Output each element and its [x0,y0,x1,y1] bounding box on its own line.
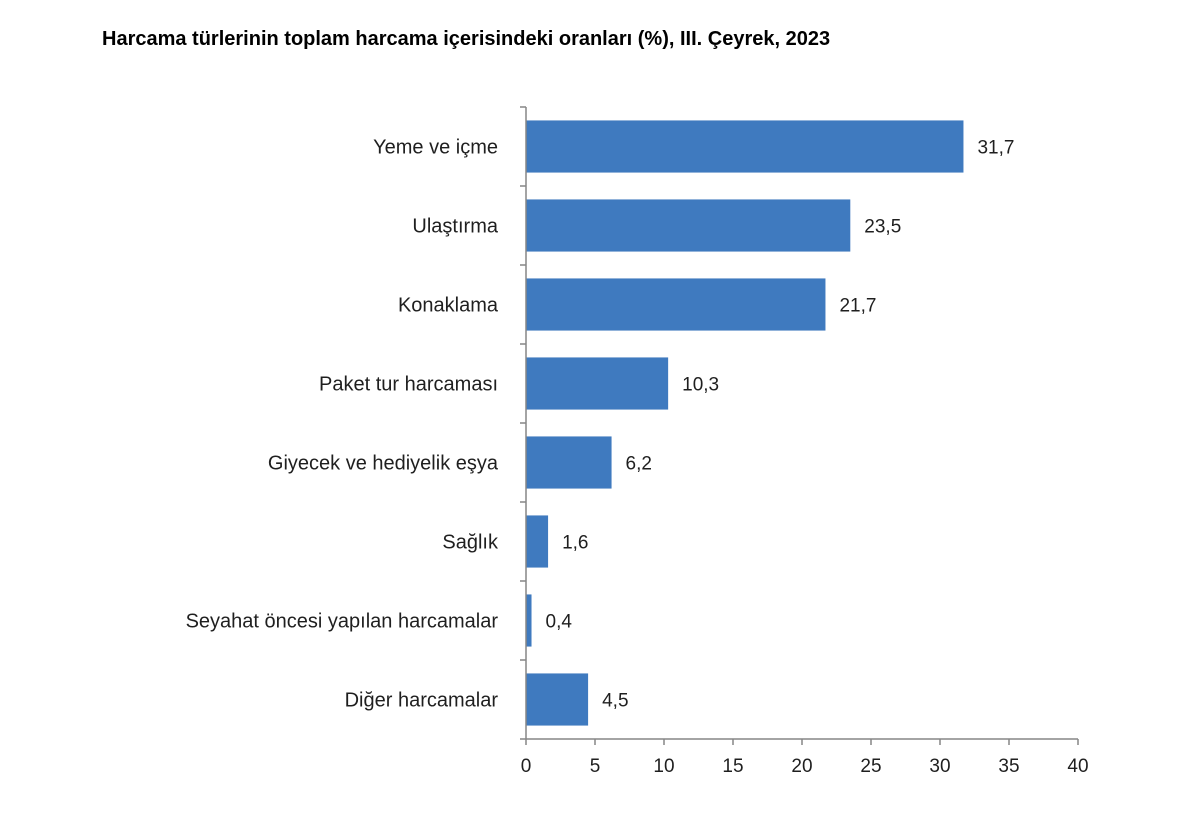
x-tick-label: 40 [1067,756,1088,777]
x-tick-label: 5 [590,756,601,777]
value-label: 1,6 [562,533,588,554]
value-label: 21,7 [839,296,876,317]
x-tick-label: 20 [791,756,812,777]
category-label: Seyahat öncesi yapılan harcamalar [186,611,499,633]
value-label: 10,3 [682,375,719,396]
bar [526,515,549,568]
bar [526,278,826,331]
bar [526,120,964,173]
x-tick-label: 35 [998,756,1019,777]
labels-group: Yeme ve içme 31,7 Ulaştırma 23,5 Konaklama 21… [186,137,1089,778]
category-label: Sağlık [442,532,499,554]
bars-group [526,120,964,726]
value-label: 6,2 [626,454,652,475]
bar [526,436,612,489]
bar [526,357,669,410]
category-label: Paket tur harcaması [319,374,498,396]
x-tick-label: 15 [722,756,743,777]
value-label: 4,5 [602,691,628,712]
category-label: Giyecek ve hediyelik eşya [268,453,499,475]
category-label: Diğer harcamalar [345,690,499,712]
category-label: Ulaştırma [412,216,498,238]
axes-group [520,106,1079,745]
bar [526,199,851,252]
bar [526,594,532,647]
x-tick-label: 10 [653,756,674,777]
x-tick-label: 25 [860,756,881,777]
value-label: 31,7 [977,138,1014,159]
chart-title: Harcama türlerinin toplam harcama içeris… [102,28,831,50]
x-tick-label: 0 [521,756,532,777]
category-label: Yeme ve içme [373,137,498,159]
value-label: 0,4 [546,612,573,633]
bar [526,673,589,726]
category-label: Konaklama [398,295,499,317]
value-label: 23,5 [864,217,901,238]
x-tick-label: 30 [929,756,950,777]
